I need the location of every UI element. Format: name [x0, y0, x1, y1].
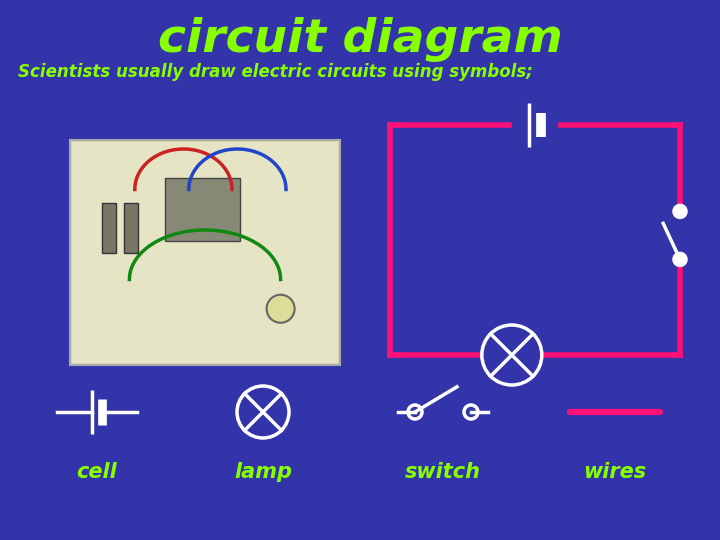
Text: switch: switch — [405, 462, 481, 482]
Bar — [72, 142, 338, 363]
Circle shape — [674, 253, 686, 265]
Text: lamp: lamp — [234, 462, 292, 482]
Circle shape — [266, 295, 294, 323]
Bar — [102, 202, 117, 253]
Text: Scientists usually draw electric circuits using symbols;: Scientists usually draw electric circuit… — [18, 63, 533, 81]
Bar — [125, 202, 138, 253]
Text: circuit diagram: circuit diagram — [158, 17, 562, 63]
Circle shape — [674, 205, 686, 218]
Bar — [164, 178, 240, 241]
Bar — [70, 140, 340, 365]
Text: cell: cell — [76, 462, 117, 482]
Text: wires: wires — [583, 462, 647, 482]
